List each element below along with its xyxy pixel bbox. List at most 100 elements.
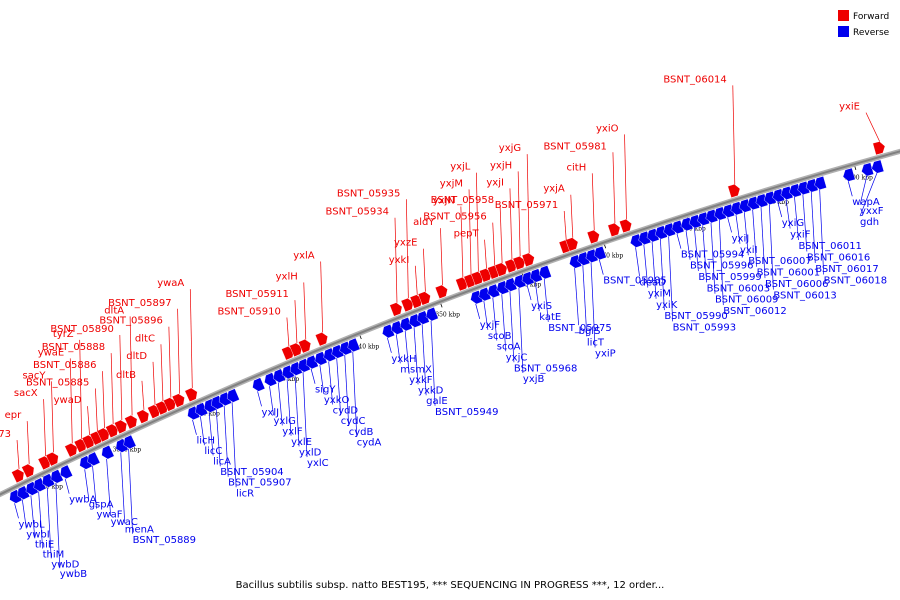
reverse-gene-label[interactable]: licH (196, 436, 215, 447)
forward-gene-label[interactable]: yxjH (490, 160, 512, 171)
reverse-gene-label[interactable]: BSNT_06017 (815, 264, 878, 275)
reverse-gene-label[interactable]: yxkD (418, 385, 444, 396)
reverse-gene-label[interactable]: deaD (640, 277, 667, 288)
reverse-gene-arrow[interactable] (218, 391, 232, 407)
forward-gene-arrow[interactable] (298, 339, 312, 354)
forward-gene-label[interactable]: dltD (126, 351, 147, 362)
reverse-gene-label[interactable]: thiM (43, 550, 65, 561)
reverse-gene-label[interactable]: BSNT_06012 (723, 306, 786, 317)
reverse-gene-arrow[interactable] (9, 489, 23, 504)
reverse-gene-arrow[interactable] (25, 481, 39, 496)
forward-gene-arrow[interactable] (45, 452, 59, 467)
forward-gene-label[interactable]: BSNT_05971 (495, 200, 558, 211)
forward-gene-label[interactable]: sacY (22, 370, 46, 381)
reverse-gene-label[interactable]: yxlE (291, 437, 312, 448)
reverse-gene-arrow[interactable] (33, 477, 47, 492)
reverse-gene-arrow[interactable] (87, 451, 101, 466)
reverse-gene-label[interactable]: cydC (341, 416, 366, 427)
forward-gene-label[interactable]: BSNT_05885 (26, 377, 89, 388)
reverse-gene-label[interactable]: BSNT_05949 (435, 407, 498, 418)
forward-gene-label[interactable]: pepT (454, 229, 480, 240)
reverse-gene-arrow[interactable] (264, 372, 278, 387)
reverse-gene-label[interactable]: yxkO (324, 395, 350, 406)
reverse-gene-label[interactable]: ywbB (60, 569, 87, 580)
reverse-gene-arrow[interactable] (871, 159, 885, 174)
reverse-gene-label[interactable]: yxlJ (262, 407, 280, 418)
reverse-gene-label[interactable]: yxlC (307, 458, 329, 469)
forward-gene-label[interactable]: ywaA (157, 278, 184, 289)
forward-gene-label[interactable]: BSNT_05896 (99, 316, 162, 327)
reverse-gene-label[interactable]: BSNT_06001 (757, 268, 820, 279)
reverse-gene-label[interactable]: cydD (333, 405, 359, 416)
reverse-gene-label[interactable]: BSNT_05985 (603, 276, 666, 287)
forward-gene-arrow[interactable] (136, 409, 150, 424)
reverse-gene-label[interactable]: BSNT_05990 (664, 311, 727, 322)
reverse-gene-label[interactable]: yxiS (531, 301, 552, 312)
forward-gene-label[interactable]: BSNT_05873 (0, 429, 11, 440)
reverse-gene-arrow[interactable] (529, 268, 543, 283)
forward-gene-label[interactable]: dltA (104, 305, 124, 316)
reverse-gene-arrow[interactable] (79, 455, 93, 470)
reverse-gene-arrow[interactable] (210, 395, 224, 410)
reverse-gene-label[interactable]: yxiK (656, 300, 678, 311)
forward-gene-label[interactable]: yxlA (293, 250, 315, 261)
reverse-gene-label[interactable]: menA (125, 524, 154, 535)
forward-gene-arrow[interactable] (315, 332, 328, 347)
forward-gene-label[interactable]: BSNT_05935 (337, 188, 400, 199)
forward-gene-label[interactable]: epr (5, 410, 23, 421)
forward-gene-label[interactable]: yxjG (499, 143, 521, 154)
reverse-gene-label[interactable]: yxxF (860, 206, 884, 217)
reverse-gene-label[interactable]: ywaF (97, 510, 123, 521)
reverse-gene-arrow[interactable] (425, 306, 439, 322)
forward-gene-label[interactable]: dltC (135, 333, 155, 344)
forward-gene-label[interactable]: BSNT_05886 (33, 360, 96, 371)
reverse-gene-arrow[interactable] (416, 310, 430, 325)
reverse-gene-label[interactable]: yxlF (282, 426, 303, 437)
forward-gene-label[interactable]: BSNT_05956 (423, 212, 486, 223)
reverse-gene-label[interactable]: BSNT_05907 (228, 478, 291, 489)
forward-gene-label[interactable]: BSNT_05897 (108, 298, 171, 309)
forward-gene-label[interactable]: yxlH (276, 271, 298, 282)
forward-gene-label[interactable]: BSNT_05958 (431, 195, 494, 206)
forward-gene-arrow[interactable] (389, 302, 403, 317)
reverse-gene-label[interactable]: licC (204, 446, 222, 457)
forward-gene-arrow[interactable] (619, 218, 632, 234)
reverse-gene-label[interactable]: bglS (579, 326, 601, 337)
forward-gene-label[interactable]: BSNT_05911 (225, 289, 288, 300)
forward-gene-arrow[interactable] (171, 393, 185, 408)
reverse-gene-arrow[interactable] (17, 485, 31, 500)
reverse-gene-arrow[interactable] (101, 444, 115, 460)
reverse-gene-label[interactable]: katE (539, 312, 561, 323)
reverse-gene-label[interactable]: yxjF (480, 320, 501, 331)
reverse-gene-label[interactable]: ywbI (26, 530, 49, 541)
forward-gene-arrow[interactable] (64, 443, 78, 458)
forward-gene-arrow[interactable] (417, 291, 431, 306)
forward-gene-label[interactable]: BSNT_05981 (543, 141, 606, 152)
reverse-gene-label[interactable]: BSNT_05999 (698, 272, 761, 283)
reverse-gene-label[interactable]: gdh (860, 217, 879, 228)
forward-gene-label[interactable]: yxjN (433, 195, 455, 206)
reverse-gene-label[interactable]: yxjB (523, 374, 545, 385)
reverse-gene-label[interactable]: gspA (89, 499, 114, 510)
reverse-gene-label[interactable]: ywbL (19, 519, 45, 530)
reverse-gene-arrow[interactable] (42, 473, 56, 488)
reverse-gene-arrow[interactable] (487, 283, 501, 298)
reverse-gene-label[interactable]: galE (426, 396, 448, 407)
forward-gene-arrow[interactable] (11, 468, 25, 484)
reverse-gene-label[interactable]: scoA (497, 342, 521, 353)
reverse-gene-arrow[interactable] (671, 219, 685, 235)
forward-gene-arrow[interactable] (494, 262, 508, 277)
reverse-gene-label[interactable]: BSNT_06007 (748, 256, 811, 267)
forward-gene-label[interactable]: dltB (116, 370, 136, 381)
forward-gene-arrow[interactable] (727, 183, 741, 198)
forward-gene-label[interactable]: BSNT_05910 (217, 306, 280, 317)
reverse-gene-label[interactable]: ywbA (69, 495, 96, 506)
forward-gene-label[interactable]: BSNT_05890 (50, 324, 113, 335)
reverse-gene-label[interactable]: wapA (852, 197, 880, 208)
reverse-gene-label[interactable]: BSNT_06006 (765, 279, 828, 290)
reverse-gene-label[interactable]: yxiG (782, 218, 804, 229)
reverse-gene-label[interactable]: BSNT_06003 (707, 283, 770, 294)
reverse-gene-label[interactable]: BSNT_05904 (220, 467, 283, 478)
forward-gene-arrow[interactable] (96, 427, 110, 443)
forward-gene-label[interactable]: yxiE (839, 102, 860, 113)
